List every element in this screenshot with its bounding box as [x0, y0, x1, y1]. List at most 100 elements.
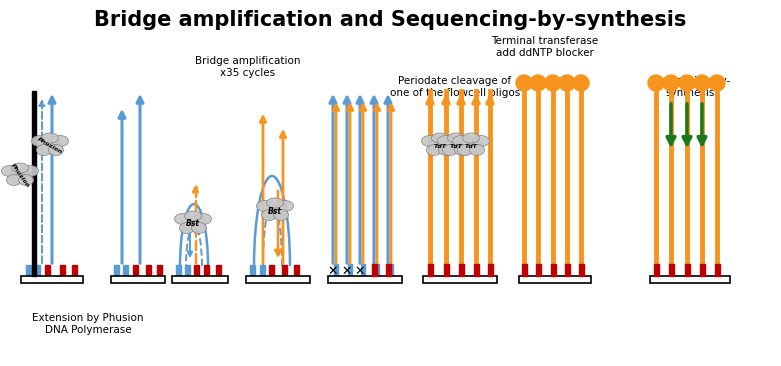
Bar: [156, 265, 162, 276]
Text: Terminal transferase
add ddNTP blocker: Terminal transferase add ddNTP blocker: [491, 36, 598, 57]
Bar: [72, 265, 77, 276]
Ellipse shape: [52, 135, 69, 146]
Bar: [519, 276, 591, 283]
Ellipse shape: [41, 133, 59, 143]
Bar: [361, 264, 365, 276]
Bar: [375, 264, 379, 276]
Bar: [389, 264, 393, 276]
Ellipse shape: [438, 145, 454, 156]
Bar: [487, 264, 493, 276]
Bar: [176, 265, 180, 276]
Ellipse shape: [448, 133, 465, 143]
Bar: [194, 265, 198, 276]
Text: Bst: Bst: [186, 220, 200, 228]
Ellipse shape: [8, 168, 32, 183]
Bar: [551, 264, 555, 276]
Ellipse shape: [266, 198, 284, 208]
Bar: [423, 276, 497, 283]
Bar: [145, 265, 151, 276]
Ellipse shape: [6, 175, 22, 186]
Text: Phusion: Phusion: [37, 137, 63, 155]
Ellipse shape: [256, 201, 273, 212]
Bar: [473, 264, 479, 276]
Ellipse shape: [180, 223, 194, 234]
Bar: [216, 265, 220, 276]
Bar: [21, 276, 83, 283]
Bar: [249, 265, 255, 276]
Bar: [522, 264, 526, 276]
Ellipse shape: [184, 211, 201, 221]
Ellipse shape: [37, 145, 52, 156]
Bar: [184, 265, 190, 276]
Text: Bridge amplification
x35 cycles: Bridge amplification x35 cycles: [195, 56, 301, 78]
Bar: [536, 264, 540, 276]
Bar: [427, 264, 433, 276]
Circle shape: [663, 75, 679, 91]
Ellipse shape: [426, 145, 441, 156]
Text: Periodate cleavage of
one of the flowcell oligos: Periodate cleavage of one of the flowcel…: [390, 76, 520, 98]
Bar: [246, 276, 310, 283]
Text: TdT: TdT: [450, 143, 462, 149]
Bar: [59, 265, 65, 276]
Ellipse shape: [452, 135, 469, 146]
Ellipse shape: [437, 135, 455, 146]
Ellipse shape: [181, 217, 205, 232]
Ellipse shape: [38, 138, 62, 153]
Bar: [444, 264, 448, 276]
Text: ✕: ✕: [328, 265, 338, 277]
Ellipse shape: [441, 135, 458, 146]
Bar: [669, 264, 673, 276]
Bar: [259, 265, 265, 276]
Text: ✕: ✕: [355, 265, 366, 277]
Bar: [650, 276, 730, 283]
Ellipse shape: [428, 138, 452, 153]
Ellipse shape: [19, 175, 34, 186]
Bar: [372, 264, 376, 276]
Bar: [579, 264, 583, 276]
Bar: [172, 276, 228, 283]
Ellipse shape: [455, 145, 469, 156]
Bar: [328, 276, 402, 283]
Ellipse shape: [431, 133, 448, 143]
Bar: [113, 265, 119, 276]
Circle shape: [545, 75, 561, 91]
Bar: [45, 265, 49, 276]
Text: ✕: ✕: [342, 265, 352, 277]
Circle shape: [573, 75, 589, 91]
Text: Sequencing-by-
synthesis: Sequencing-by- synthesis: [649, 76, 731, 98]
Bar: [133, 265, 137, 276]
Circle shape: [530, 75, 546, 91]
Ellipse shape: [462, 133, 480, 143]
Bar: [204, 265, 209, 276]
Text: TdT: TdT: [465, 143, 477, 149]
Circle shape: [559, 75, 575, 91]
Bar: [269, 265, 273, 276]
Bar: [715, 264, 719, 276]
Circle shape: [679, 75, 695, 91]
Text: Bridge amplification and Sequencing-by-synthesis: Bridge amplification and Sequencing-by-s…: [94, 10, 686, 30]
Ellipse shape: [458, 135, 475, 146]
Ellipse shape: [12, 163, 28, 173]
Bar: [334, 264, 338, 276]
Ellipse shape: [22, 165, 38, 176]
Bar: [565, 264, 569, 276]
Text: Extension by Phusion
DNA Polymerase: Extension by Phusion DNA Polymerase: [32, 313, 144, 335]
Bar: [386, 264, 390, 276]
Ellipse shape: [444, 138, 468, 153]
Bar: [32, 91, 36, 276]
Ellipse shape: [422, 135, 438, 146]
Ellipse shape: [458, 145, 473, 156]
Ellipse shape: [262, 209, 276, 220]
Bar: [111, 276, 165, 283]
Circle shape: [709, 75, 725, 91]
Ellipse shape: [48, 145, 63, 156]
Bar: [34, 265, 40, 276]
Bar: [294, 265, 298, 276]
Bar: [684, 264, 690, 276]
Ellipse shape: [276, 201, 294, 212]
Text: TdT: TdT: [433, 143, 447, 149]
Ellipse shape: [194, 213, 212, 224]
Bar: [348, 264, 352, 276]
Bar: [700, 264, 704, 276]
Circle shape: [694, 75, 710, 91]
